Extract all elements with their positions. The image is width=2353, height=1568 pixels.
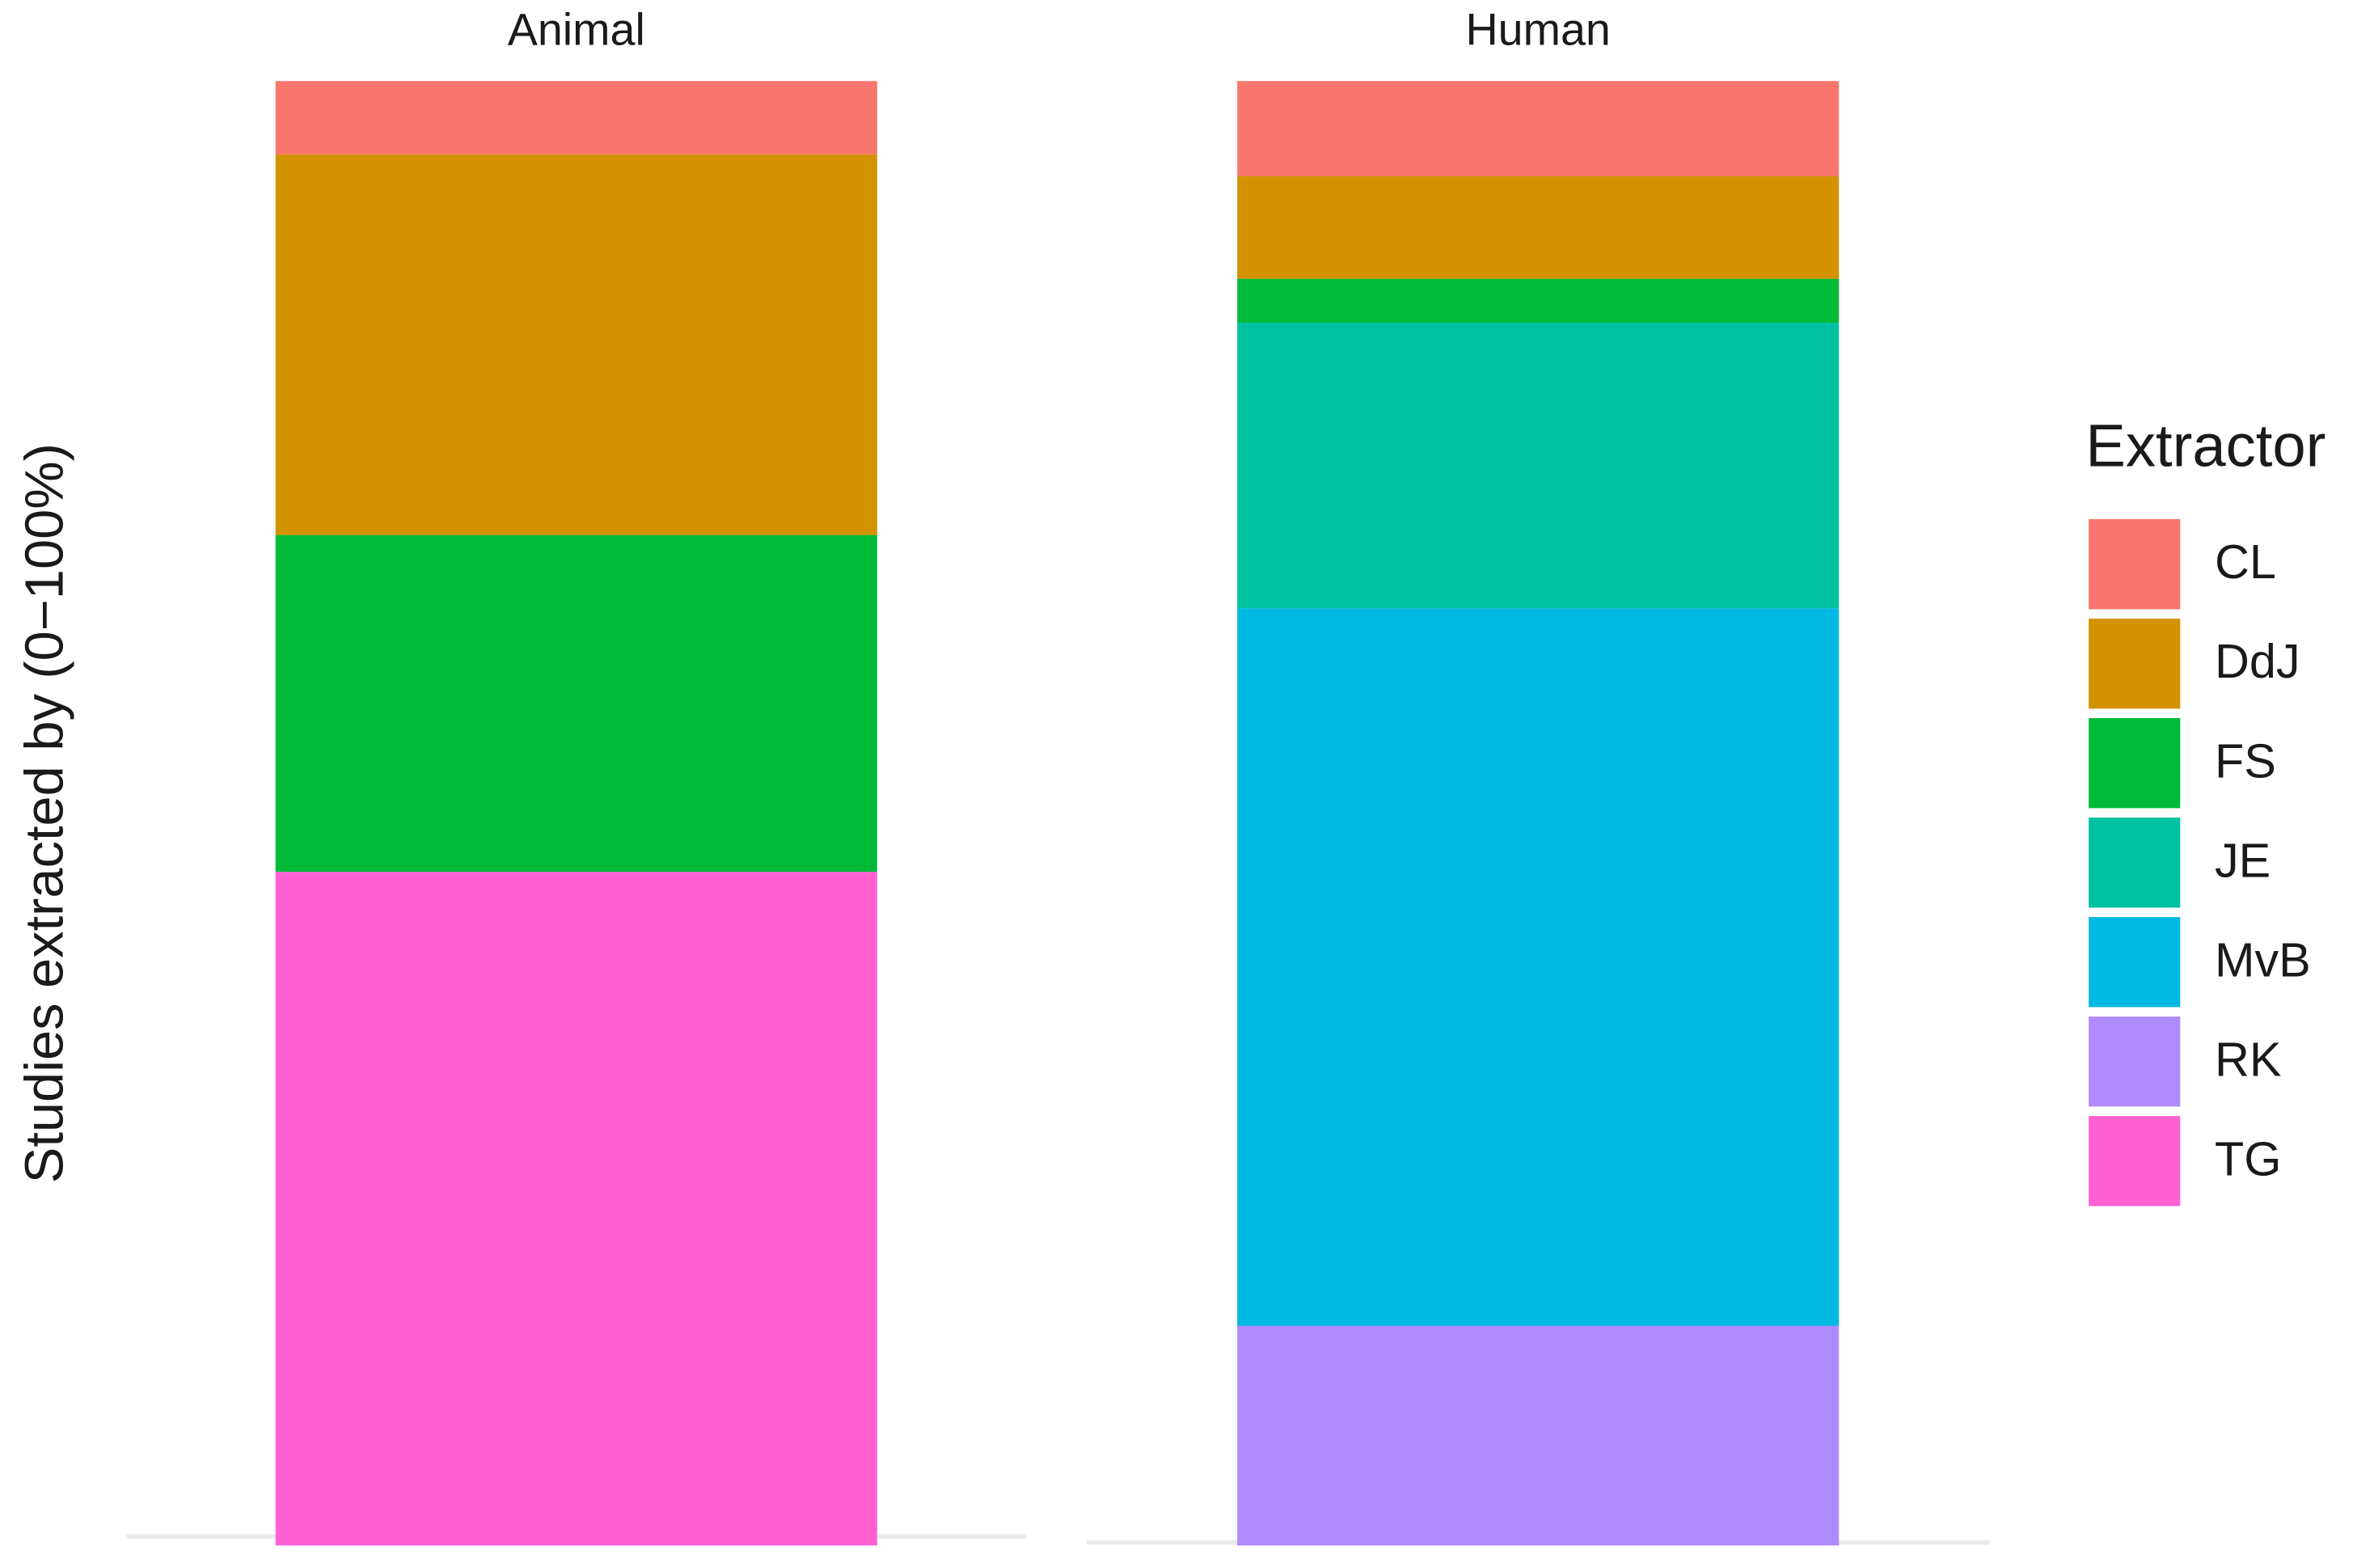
bar-segment: [1237, 323, 1840, 609]
legend-label: TG: [2215, 1131, 2281, 1186]
bar-segment: [275, 154, 877, 535]
bar-segment: [1237, 608, 1840, 1326]
legend-label: MvB: [2215, 932, 2311, 987]
y-axis-label: Studies extracted by (0−100%): [15, 443, 74, 1183]
bar-segment: [275, 872, 877, 1546]
bar-segment: [275, 81, 877, 154]
legend-key: [2089, 519, 2181, 610]
legend-label: DdJ: [2215, 634, 2300, 688]
bar-segment: [1237, 1325, 1840, 1546]
legend-key: [2089, 917, 2181, 1008]
facet-label: Animal: [508, 5, 645, 55]
bar-segment: [1237, 278, 1840, 323]
legend-key: [2089, 718, 2181, 809]
legend-key: [2089, 619, 2181, 709]
legend-label: JE: [2215, 833, 2271, 887]
bar-segment: [1237, 175, 1840, 279]
legend-title: Extractor: [2085, 412, 2326, 479]
legend-key: [2089, 1016, 2181, 1107]
legend-label: FS: [2215, 733, 2276, 788]
bar-segment: [1237, 81, 1840, 176]
facet-label: Human: [1465, 5, 1610, 55]
legend-label: CL: [2215, 535, 2276, 589]
legend-key: [2089, 1116, 2181, 1207]
legend-key: [2089, 818, 2181, 908]
bar-segment: [275, 535, 877, 873]
legend-label: RK: [2215, 1032, 2281, 1086]
